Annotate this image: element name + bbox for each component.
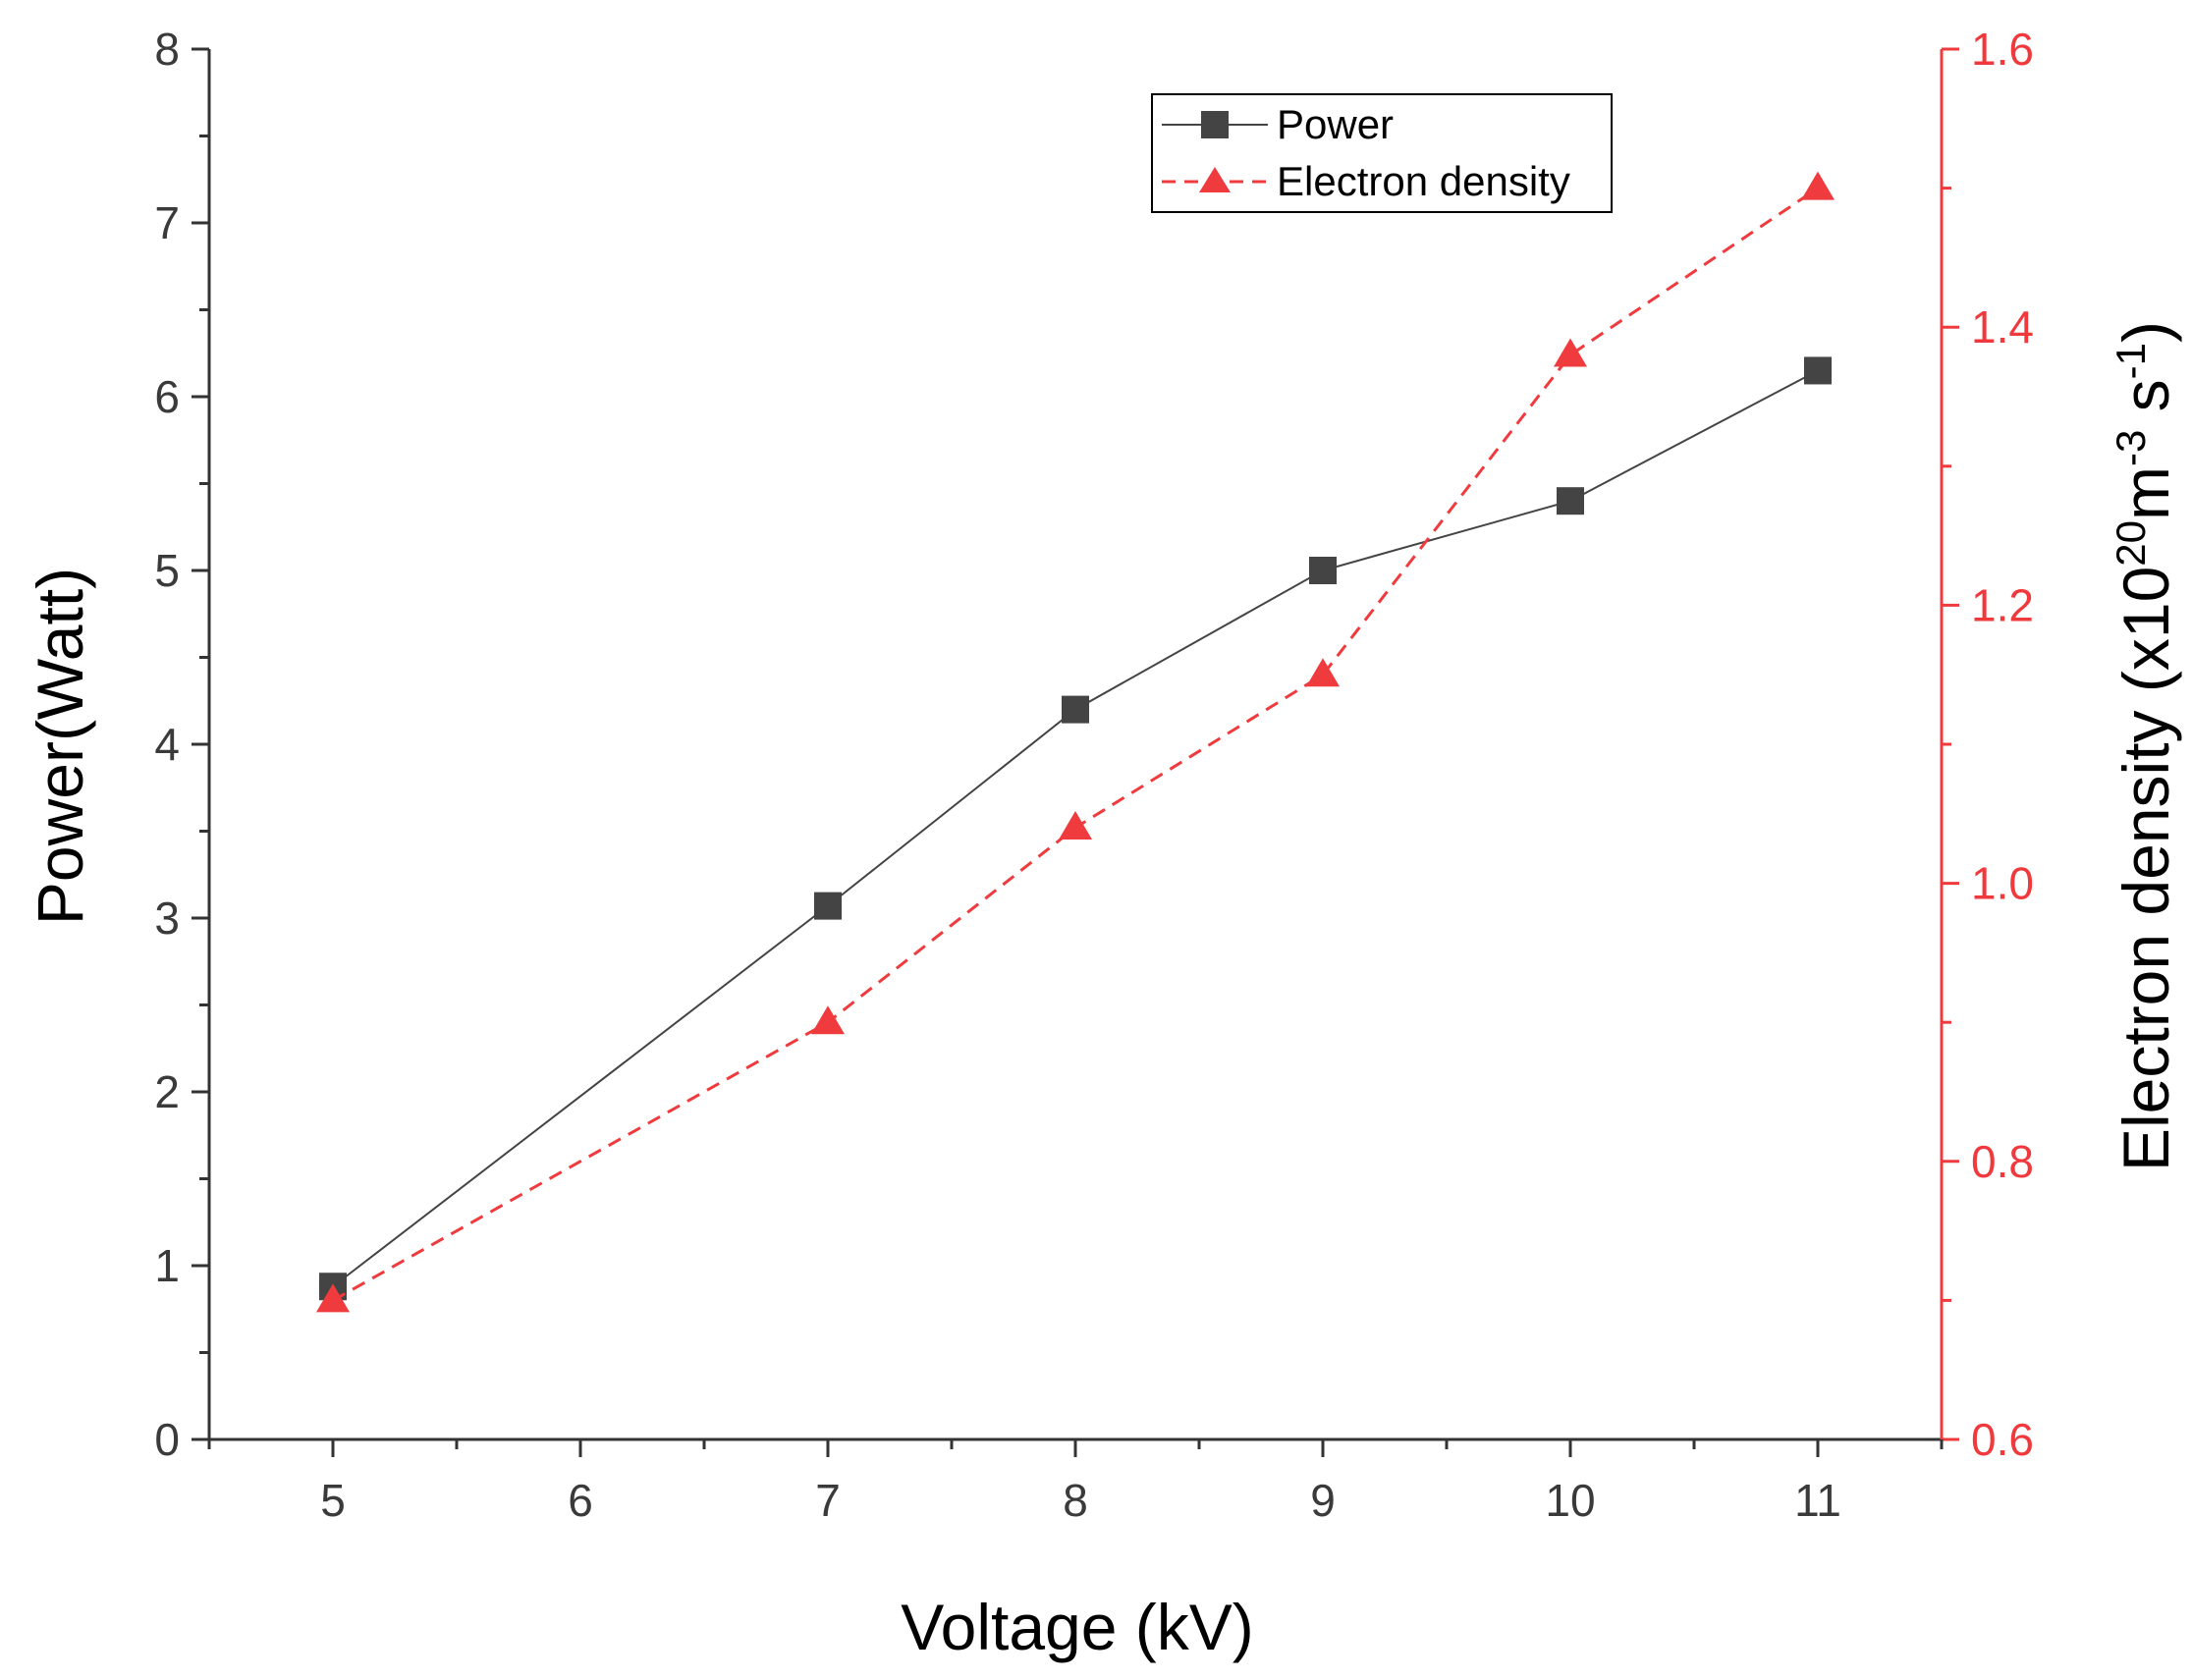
power-series-line [332,369,1819,1288]
y-tick-label: 6 [154,371,180,422]
y-tick-label: 5 [154,545,180,596]
legend-label-density: Electron density [1277,158,1570,204]
x-tick-label: 9 [1310,1475,1336,1526]
x-tick-label: 6 [568,1475,593,1526]
y-tick-label: 2 [154,1066,180,1117]
y2-tick-label: 0.6 [1971,1414,2034,1465]
x-tick-label: 11 [1794,1475,1841,1526]
legend-marker-power [1201,111,1229,138]
x-tick-label: 5 [320,1475,346,1526]
density-point [1801,171,1835,200]
series-layer [316,171,1835,1313]
y2-axis-title-unit-m: m [2110,466,2182,520]
x-tick-label: 7 [815,1475,841,1526]
legend-marker-density [1199,167,1231,192]
y-axis-title: Power(Watt) [24,568,96,925]
power-point [1062,695,1089,724]
y-tick-label: 7 [154,197,180,248]
power-point [1557,487,1584,515]
y2-axis-title-unit-s: s [2110,379,2182,429]
x-tick-label: 8 [1063,1475,1088,1526]
density-point [1554,338,1587,367]
power-point [1804,356,1832,385]
y2-axis-title-close: ) [2110,321,2182,343]
y2-axis-title-exponent-s: -1 [2108,343,2154,379]
y2-tick-label: 0.8 [1971,1136,2034,1187]
y-tick-label: 4 [154,719,180,770]
y2-tick-label: 1.0 [1971,858,2034,909]
x-axis-title: Voltage (kV) [901,1591,1254,1663]
y2-axis-title: Electron density (x1020m-3 s-1) [2108,321,2182,1171]
y2-axis-title-base: Electron density (x10 [2110,567,2182,1171]
axes: 0 1 2 3 4 5 6 7 8 0.6 0.8 1.0 1.2 1.4 1.6 5 6 7 8 9 10 11 [154,24,2034,1526]
y2-tick-label: 1.6 [1971,24,2034,75]
y-tick-label: 0 [154,1414,180,1465]
x-tick-label: 10 [1545,1475,1595,1526]
y2-tick-label: 1.2 [1971,579,2034,630]
y-tick-label: 8 [154,24,180,75]
density-point [316,1283,350,1313]
density-point [1059,810,1092,840]
legend-label-power: Power [1277,101,1394,147]
density-point [811,1005,845,1035]
legend: Power Electron density [1151,93,1613,213]
power-point [814,892,842,920]
y2-axis-title-exponent-20: 20 [2108,520,2154,567]
y-tick-label: 3 [154,893,180,944]
density-series-line [332,187,1819,1302]
y-tick-label: 1 [154,1240,180,1291]
power-point [1309,557,1337,584]
density-point [1306,658,1340,687]
y2-tick-label: 1.4 [1971,301,2034,352]
y2-axis-title-exponent-m: -3 [2108,430,2154,466]
